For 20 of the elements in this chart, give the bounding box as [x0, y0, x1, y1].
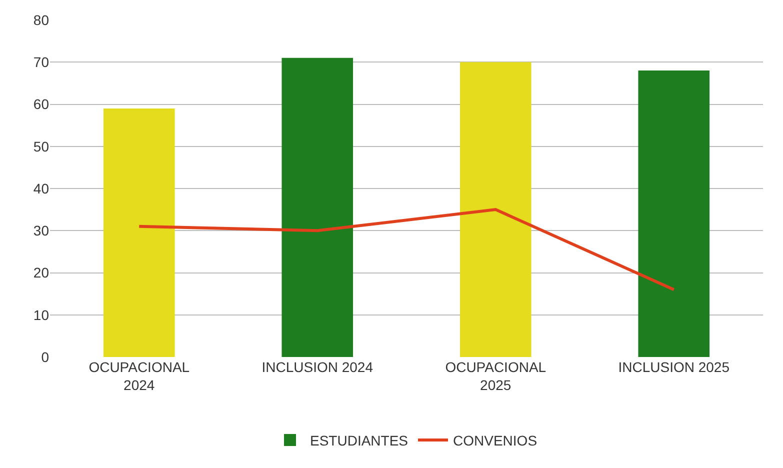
y-tick-label: 50 [33, 138, 50, 154]
y-tick-label: 30 [33, 222, 50, 239]
y-tick-label: 40 [33, 180, 50, 196]
y-tick-label: 60 [33, 96, 50, 112]
legend-label: CONVENIOS [453, 432, 538, 448]
y-tick-label: 10 [33, 306, 50, 323]
y-tick-label: 70 [33, 54, 50, 70]
y-tick-label: 80 [33, 12, 50, 28]
bar [103, 108, 175, 357]
x-tick-label: OCUPACIONAL 2025 [445, 359, 546, 394]
legend-label: ESTUDIANTES [310, 432, 408, 448]
y-tick-label: 0 [41, 348, 50, 365]
bar [460, 62, 532, 357]
x-tick-label: INCLUSION 2024 [262, 359, 374, 375]
x-tick-label: INCLUSION 2025 [618, 359, 730, 375]
x-tick-label: OCUPACIONAL 2024 [88, 359, 190, 394]
bar [282, 58, 354, 357]
bar [638, 70, 710, 357]
line-series [138, 208, 676, 292]
y-tick-label: 20 [33, 264, 50, 281]
